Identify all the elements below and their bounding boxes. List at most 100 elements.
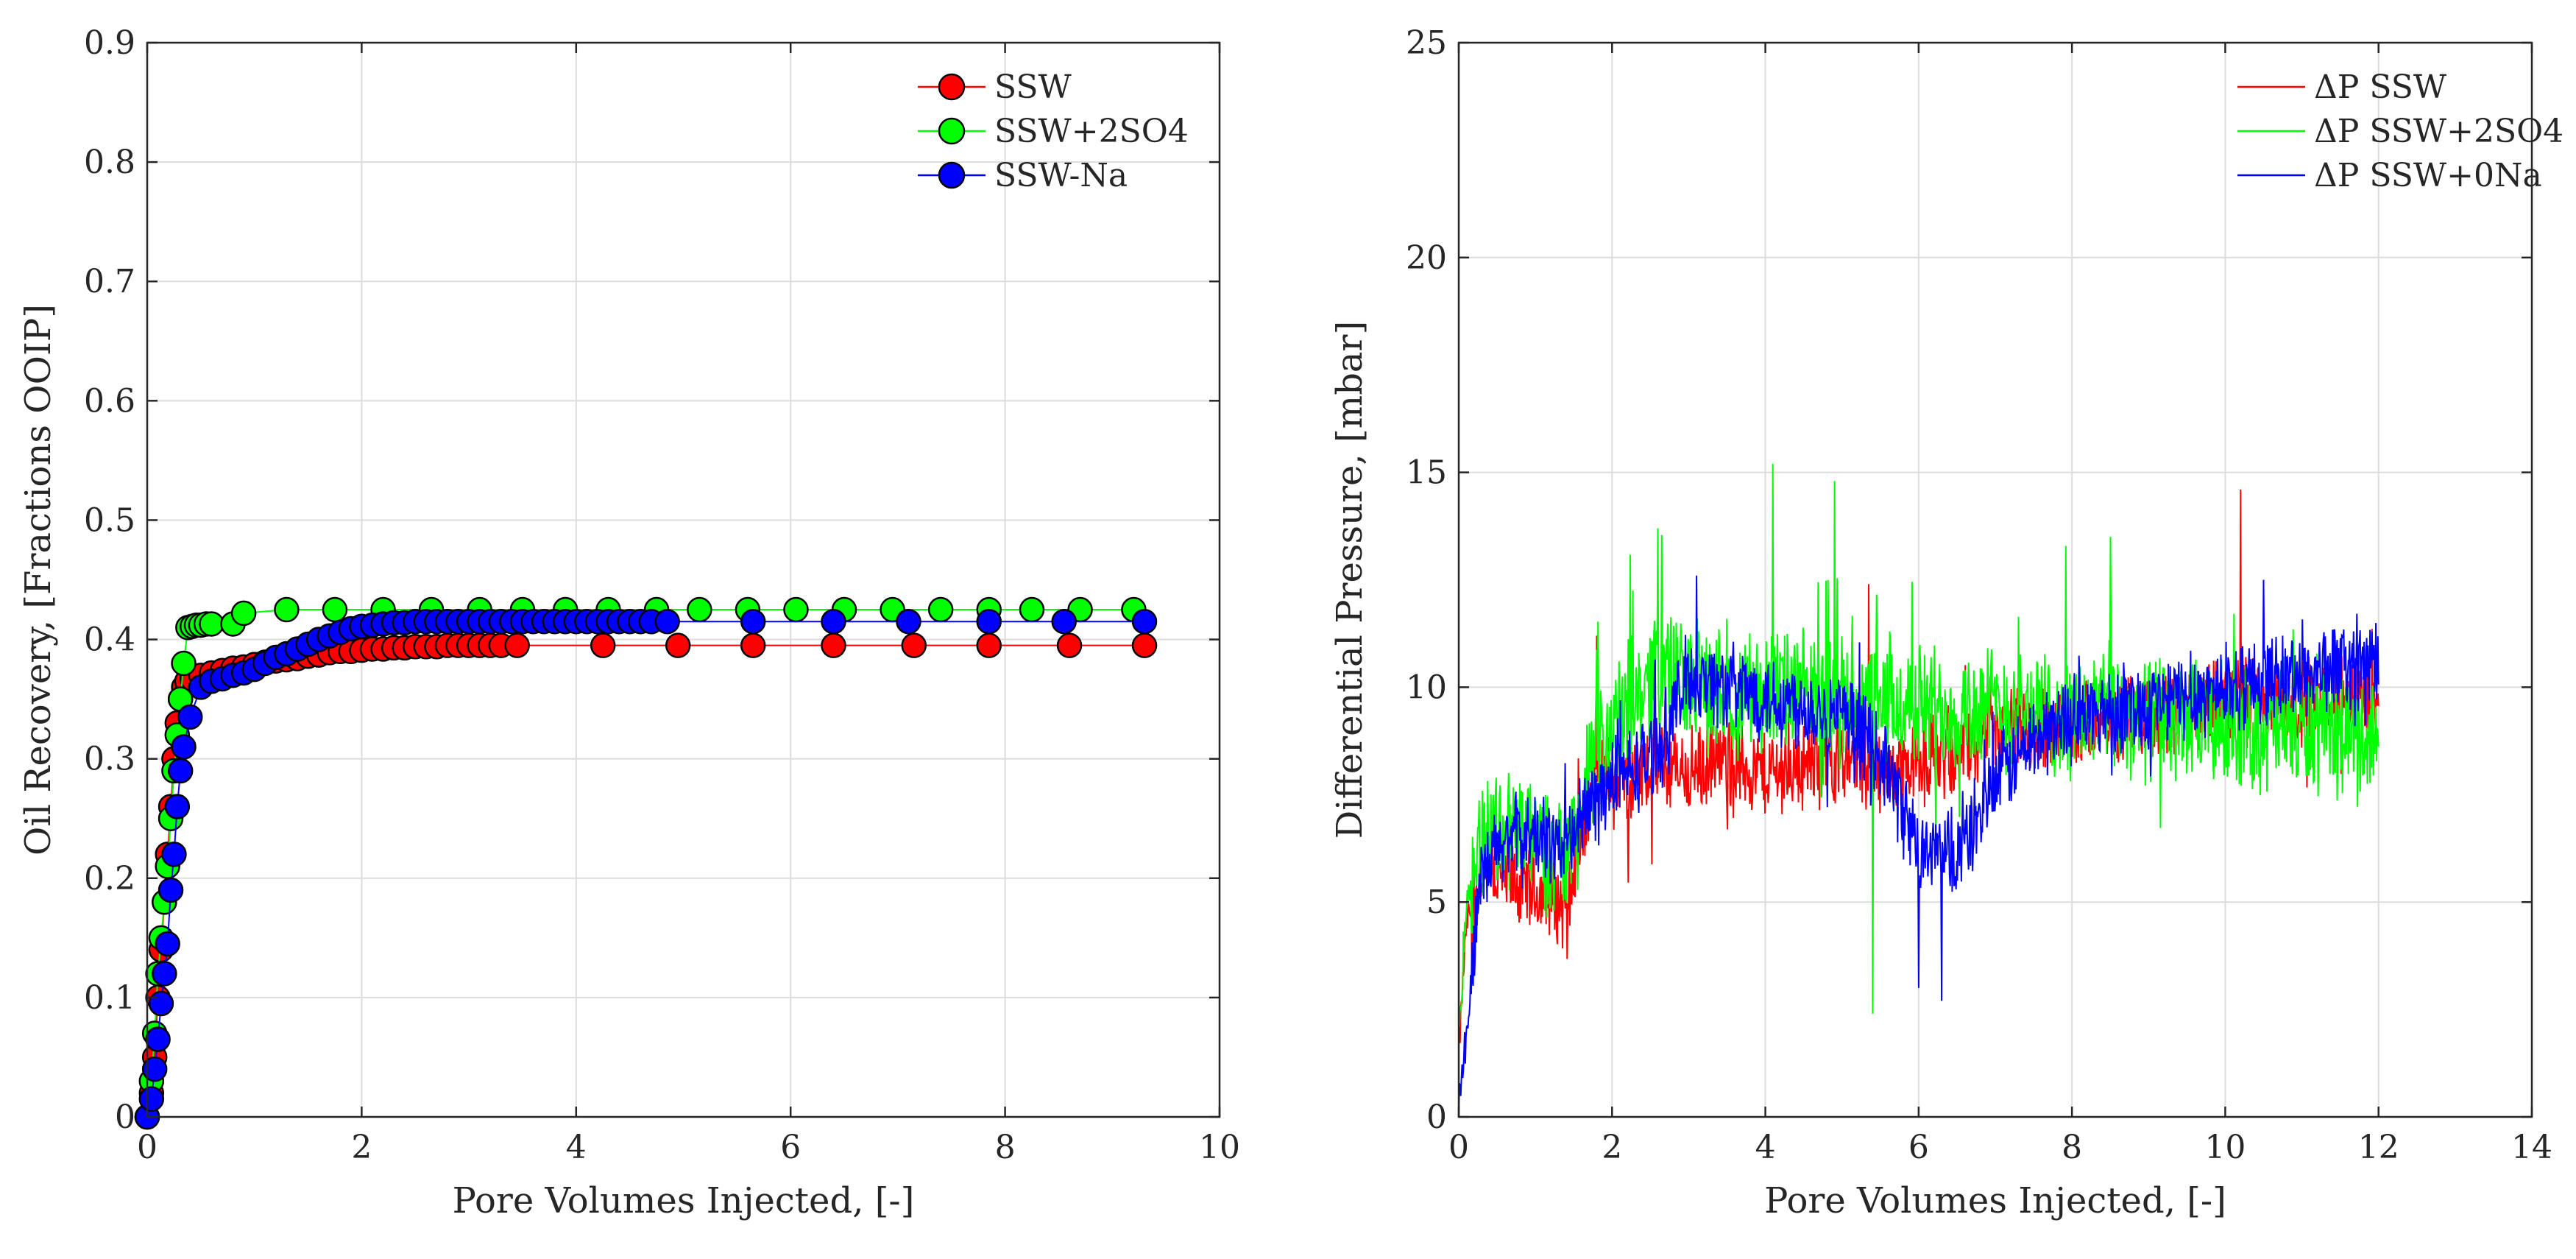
data-point [976, 632, 1002, 658]
data-point [1131, 632, 1158, 658]
x-tick-label: 10 [2204, 1129, 2246, 1166]
series--p-ssw-0na [1459, 575, 2379, 1116]
data-point [976, 608, 1002, 635]
legend-swatch-marker [938, 161, 966, 189]
y-tick-label: 15 [1406, 454, 1447, 492]
data-point [654, 608, 680, 635]
series-ssw [134, 632, 1158, 1130]
x-tick-label: 4 [566, 1129, 587, 1166]
data-point [171, 734, 197, 760]
series-ssw-na [134, 608, 1158, 1130]
legend-item: SSW [918, 68, 1072, 106]
legend-item: SSW-Na [918, 157, 1128, 194]
right-series-layer [1459, 463, 2379, 1116]
y-tick-label: 0 [115, 1098, 135, 1136]
y-tick-label: 0.3 [84, 741, 135, 778]
series-ssw-2so4 [134, 596, 1147, 1130]
oil-recovery-chart: 0 2 4 6 8 10 0 0.1 0.2 0.3 0.4 0.5 0.6 0.7 0.8 0.9 Pore… [18, 24, 1240, 1221]
y-tick-label: 20 [1406, 239, 1447, 277]
x-tick-label: 14 [2511, 1129, 2552, 1166]
data-point [1056, 632, 1083, 658]
right-y-axis-label: Differential Pressure, [mbar] [1329, 321, 1370, 839]
x-tick-label: 10 [1199, 1129, 1240, 1166]
x-tick-label: 12 [2358, 1129, 2399, 1166]
series-line [146, 644, 1145, 1118]
series-line [146, 609, 1134, 1118]
data-point [171, 650, 197, 677]
y-tick-label: 0.8 [84, 144, 135, 181]
x-tick-label: 8 [995, 1129, 1016, 1166]
right-legend: ΔP SSW ΔP SSW+2SO4 ΔP SSW+0Na [2237, 68, 2563, 194]
y-tick-label: 0.7 [84, 263, 135, 300]
x-tick-label: 0 [1448, 1129, 1469, 1166]
data-point [274, 596, 300, 623]
data-point [821, 632, 846, 658]
y-tick-label: 0.2 [84, 860, 135, 897]
left-series-layer [134, 596, 1158, 1130]
data-point [161, 842, 187, 867]
y-tick-label: 0.4 [84, 621, 135, 659]
data-point [927, 596, 954, 623]
data-point [821, 608, 846, 635]
right-x-axis-label: Pore Volumes Injected, [-] [1764, 1180, 2226, 1221]
data-point [504, 632, 530, 658]
y-tick-label: 25 [1406, 24, 1447, 62]
data-point [152, 961, 177, 987]
data-point [145, 1026, 171, 1052]
data-point [164, 794, 191, 819]
data-point [141, 1056, 168, 1082]
series-line [146, 621, 1145, 1118]
data-point [687, 596, 712, 623]
x-tick-label: 0 [137, 1129, 158, 1166]
legend-label: SSW-Na [994, 157, 1128, 194]
differential-pressure-chart: 0 2 4 6 8 10 12 14 0 5 10 15 20 25 Pore Volumes Injec… [1329, 24, 2563, 1221]
legend-swatch-marker [938, 73, 966, 101]
legend-label: ΔP SSW [2314, 68, 2447, 106]
legend-item: SSW+2SO4 [918, 113, 1189, 150]
legend-label: ΔP SSW+2SO4 [2314, 113, 2563, 150]
legend-swatch-marker [938, 117, 966, 145]
y-tick-label: 0.5 [84, 501, 135, 539]
x-tick-label: 2 [1602, 1129, 1622, 1166]
right-grid [1458, 42, 2533, 1118]
data-point [901, 632, 927, 658]
legend-item: ΔP SSW+0Na [2237, 157, 2542, 194]
data-point [155, 931, 180, 957]
y-tick-label: 0.6 [84, 382, 135, 420]
data-point [740, 608, 766, 635]
data-point [138, 1086, 165, 1112]
data-point [1131, 608, 1158, 635]
right-axes-box [1457, 41, 2533, 1118]
x-tick-label: 6 [780, 1129, 801, 1166]
left-axes-box [146, 41, 1221, 1118]
left-legend: SSW SSW+2SO4 SSW-Na [918, 68, 1189, 194]
right-tick-labels: 0 2 4 6 8 10 12 14 0 5 10 15 20 25 [1406, 24, 2552, 1166]
x-tick-label: 4 [1755, 1129, 1776, 1166]
left-grid [146, 42, 1220, 1118]
data-point [158, 877, 184, 903]
legend-label: SSW+2SO4 [994, 113, 1189, 150]
data-point [665, 632, 691, 658]
data-point [199, 611, 224, 637]
data-point [1051, 608, 1077, 635]
series-line [1459, 575, 2379, 1116]
data-point [783, 596, 809, 623]
data-point [322, 596, 348, 623]
left-y-axis-label: Oil Recovery, [Fractions OOIP] [18, 304, 59, 856]
data-point [148, 990, 174, 1017]
data-point [740, 632, 766, 658]
data-point [230, 600, 257, 627]
y-tick-label: 0 [1426, 1098, 1447, 1136]
legend-item: ΔP SSW+2SO4 [2237, 113, 2563, 150]
y-tick-label: 5 [1426, 884, 1447, 921]
left-x-axis-label: Pore Volumes Injected, [-] [453, 1180, 915, 1221]
legend-item: ΔP SSW [2237, 68, 2447, 106]
y-tick-label: 0.9 [84, 24, 135, 62]
data-point [896, 608, 921, 635]
x-tick-label: 2 [351, 1129, 372, 1166]
legend-label: ΔP SSW+0Na [2314, 157, 2542, 194]
data-point [590, 632, 616, 658]
data-point [1019, 596, 1045, 623]
y-tick-label: 10 [1406, 669, 1447, 706]
